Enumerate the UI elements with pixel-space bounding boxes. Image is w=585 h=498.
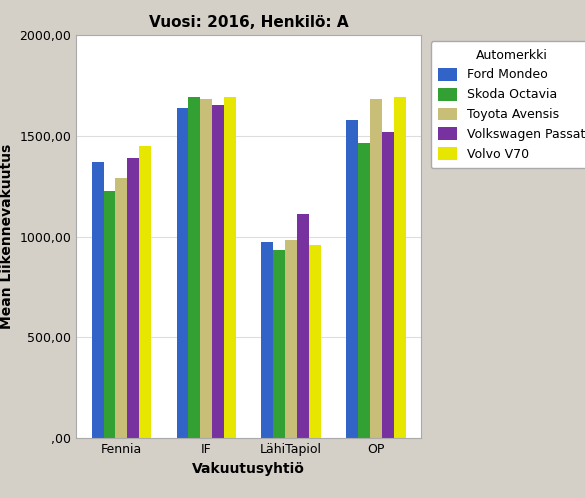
Bar xyxy=(188,98,200,438)
X-axis label: Vakuutusyhtiö: Vakuutusyhtiö xyxy=(192,462,305,476)
Bar xyxy=(273,249,285,438)
Bar xyxy=(346,120,358,438)
Bar xyxy=(177,109,188,438)
Bar xyxy=(394,98,405,438)
Bar xyxy=(128,158,139,438)
Bar xyxy=(115,178,128,438)
Bar xyxy=(261,242,273,438)
Bar xyxy=(382,131,394,438)
Bar xyxy=(92,162,104,438)
Bar xyxy=(224,98,236,438)
Bar xyxy=(200,100,212,438)
Bar xyxy=(104,191,115,438)
Bar xyxy=(297,214,309,438)
Legend: Ford Mondeo, Skoda Octavia, Toyota Avensis, Volkswagen Passat, Volvo V70: Ford Mondeo, Skoda Octavia, Toyota Avens… xyxy=(431,41,585,168)
Bar xyxy=(212,106,224,438)
Bar xyxy=(358,143,370,438)
Bar xyxy=(139,146,151,438)
Bar xyxy=(309,245,321,438)
Title: Vuosi: 2016, Henkilö: A: Vuosi: 2016, Henkilö: A xyxy=(149,14,349,29)
Bar xyxy=(370,100,382,438)
Y-axis label: Mean Liikennevakuutus: Mean Liikennevakuutus xyxy=(0,144,14,329)
Bar xyxy=(285,240,297,438)
